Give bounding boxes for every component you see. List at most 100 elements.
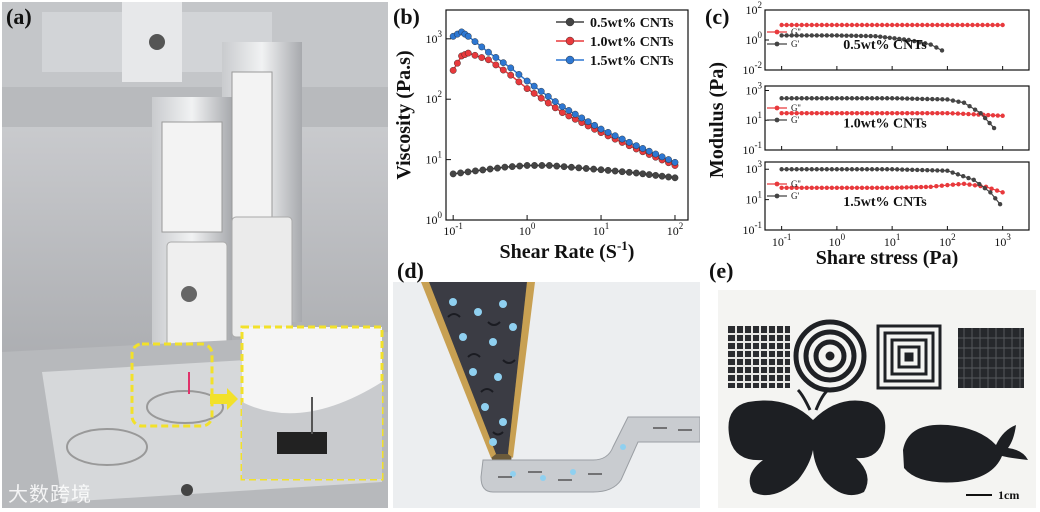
data-point <box>997 201 1003 207</box>
data-point <box>950 170 955 175</box>
data-point <box>809 185 814 191</box>
data-point <box>665 156 672 163</box>
data-point <box>492 54 500 61</box>
square-spiral-shape <box>876 324 942 390</box>
data-point <box>972 107 978 112</box>
data-point <box>839 185 845 191</box>
data-point <box>834 110 840 116</box>
legend-marker <box>774 41 780 47</box>
data-point <box>884 167 890 172</box>
data-point <box>478 54 486 61</box>
data-point <box>794 22 799 28</box>
data-point <box>839 96 845 101</box>
data-point <box>809 167 814 172</box>
data-point <box>789 96 794 101</box>
data-point <box>809 96 814 101</box>
data-point <box>917 40 922 45</box>
data-point <box>961 181 967 187</box>
data-point <box>804 96 809 101</box>
subplot-series <box>779 96 997 131</box>
data-point <box>925 110 930 116</box>
data-point <box>899 185 904 190</box>
data-point <box>928 184 933 189</box>
legend-marker <box>565 17 575 27</box>
data-point <box>905 96 910 101</box>
legend-label: 1.5wt% CNTs <box>590 54 674 69</box>
data-point <box>971 177 976 183</box>
data-point <box>665 173 672 181</box>
data-point <box>508 163 516 170</box>
watermark: 大数跨境 <box>8 482 92 506</box>
x-tick-label: 10-1 <box>443 221 463 238</box>
nozzle-illustration <box>393 282 700 508</box>
data-point <box>471 51 479 59</box>
data-point <box>995 113 1001 118</box>
data-point <box>530 82 538 90</box>
data-point <box>934 184 939 189</box>
data-point <box>935 97 940 102</box>
data-point <box>804 167 809 172</box>
data-point <box>874 110 880 116</box>
x-tick-label: 100 <box>519 221 536 238</box>
data-point <box>829 33 835 38</box>
subplot-series <box>779 110 1005 118</box>
data-point <box>925 167 930 173</box>
data-point <box>604 129 612 136</box>
data-point <box>977 181 982 187</box>
data-point <box>978 110 983 116</box>
data-point <box>645 147 653 155</box>
butterfly-shape <box>728 388 886 496</box>
series-2 <box>449 28 679 166</box>
data-point <box>887 35 892 41</box>
data-point <box>904 185 909 190</box>
data-point <box>819 96 825 101</box>
data-point <box>869 167 875 172</box>
data-point <box>940 168 945 173</box>
data-point <box>590 165 598 173</box>
data-point <box>530 89 538 97</box>
data-point <box>784 167 789 172</box>
modulus-chart: 10-2 100 102 G'' G' 0.5wt% CNTs 10-1 101 103 G'' G… <box>706 0 1030 269</box>
data-point <box>864 110 870 116</box>
data-point <box>834 96 840 101</box>
data-point <box>914 184 919 190</box>
y-axis-label: Viscosity (Pa.s) <box>393 50 415 179</box>
data-point <box>982 186 988 191</box>
data-point <box>894 22 900 28</box>
x-axis-label: Share stress (Pa) <box>816 247 959 269</box>
data-point <box>849 22 855 28</box>
data-point <box>925 96 930 102</box>
data-point <box>1000 113 1005 118</box>
data-point <box>899 167 905 172</box>
data-point <box>618 168 626 176</box>
data-point <box>930 22 935 28</box>
data-point <box>905 22 910 28</box>
data-point <box>457 169 464 177</box>
data-point <box>889 96 895 101</box>
data-point <box>995 22 1000 28</box>
data-point <box>899 22 905 28</box>
data-point <box>910 167 915 172</box>
y-tick-label: 103 <box>426 29 443 46</box>
y-tick-label: 10-2 <box>743 60 763 77</box>
legend-label: G' <box>791 39 799 49</box>
data-point <box>471 38 479 46</box>
data-point <box>507 71 515 79</box>
data-point <box>779 167 784 172</box>
data-point <box>789 185 794 191</box>
data-point <box>915 167 920 173</box>
data-point <box>814 96 819 101</box>
data-point <box>956 182 961 187</box>
data-point <box>799 110 804 116</box>
subplot-title: 0.5wt% CNTs <box>843 38 927 53</box>
x-axis-label: Shear Rate (S-1) <box>500 238 635 263</box>
x-tick-label: 100 <box>829 232 846 249</box>
data-point <box>849 110 855 116</box>
data-point <box>809 22 814 28</box>
spiral-shape <box>793 319 867 393</box>
data-point <box>464 168 472 176</box>
legend-label: G' <box>791 191 799 201</box>
data-point <box>824 33 830 38</box>
data-point <box>864 96 870 101</box>
data-point <box>809 33 814 38</box>
